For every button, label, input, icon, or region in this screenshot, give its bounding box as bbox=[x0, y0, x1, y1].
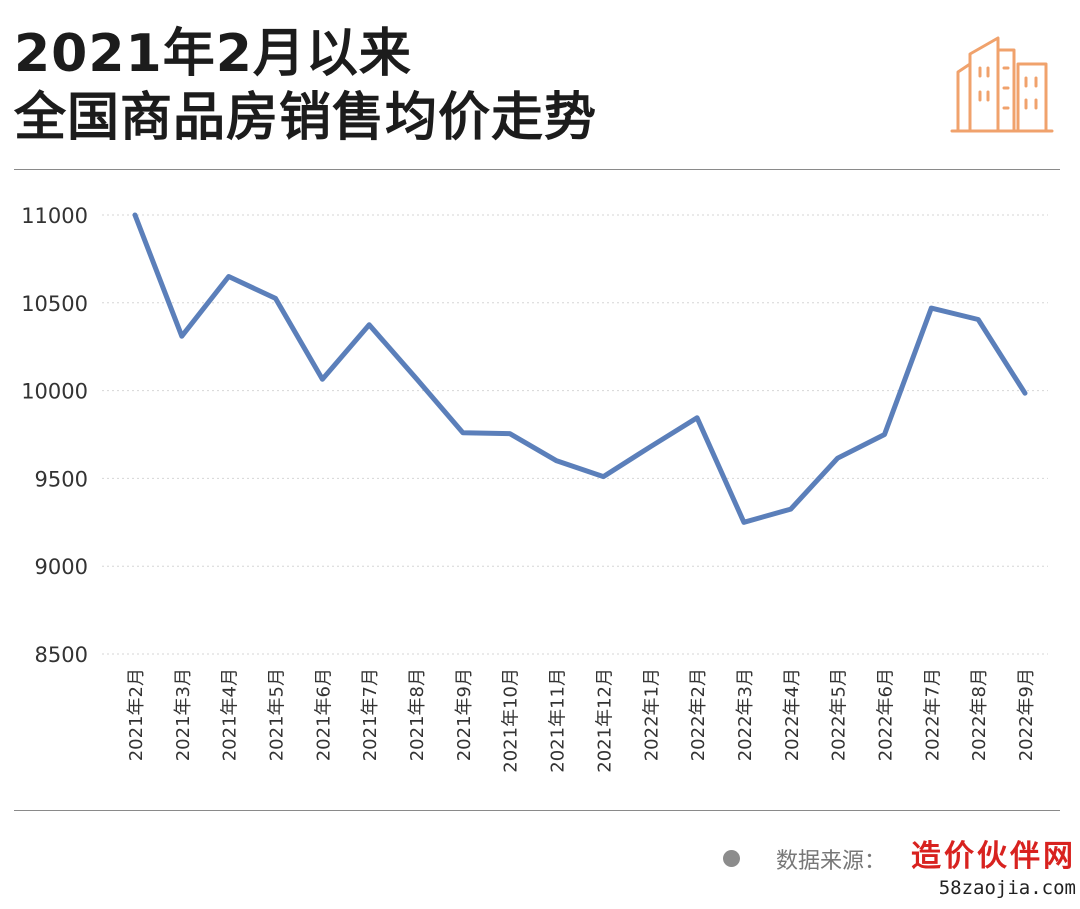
x-tick-label: 2022年4月 bbox=[782, 668, 803, 761]
x-tick-label: 2022年6月 bbox=[875, 668, 896, 761]
x-tick-label: 2021年3月 bbox=[173, 668, 194, 761]
series-line bbox=[132, 212, 1028, 525]
x-tick-label: 2022年9月 bbox=[1016, 668, 1037, 761]
site-watermark: 造价伙伴网 58zaojia.com bbox=[900, 838, 1076, 900]
x-tick-label: 2021年5月 bbox=[267, 668, 288, 761]
x-tick-label: 2022年8月 bbox=[969, 668, 990, 761]
y-tick-label: 10500 bbox=[21, 292, 88, 316]
x-tick-label: 2021年8月 bbox=[407, 668, 428, 761]
x-tick-label: 2021年7月 bbox=[360, 668, 381, 761]
source-label: 数据来源： bbox=[776, 849, 887, 874]
y-tick-label: 9000 bbox=[35, 555, 88, 579]
x-tick-label: 2021年2月 bbox=[126, 668, 147, 761]
y-tick-label: 9500 bbox=[35, 467, 88, 491]
y-tick-label: 8500 bbox=[35, 643, 88, 667]
source-bullet-icon bbox=[723, 850, 740, 867]
buildings-icon bbox=[950, 36, 1054, 133]
x-tick-label: 2021年9月 bbox=[454, 668, 475, 761]
title-line-1: 2021年2月以来 bbox=[14, 24, 412, 84]
x-tick-label: 2022年2月 bbox=[688, 668, 709, 761]
x-tick-label: 2022年7月 bbox=[922, 668, 943, 761]
footer-divider bbox=[14, 810, 1060, 811]
x-tick-label: 2021年6月 bbox=[313, 668, 334, 761]
x-tick-label: 2022年3月 bbox=[735, 668, 756, 761]
x-tick-label: 2022年5月 bbox=[829, 668, 850, 761]
title-line-2: 全国商品房销售均价走势 bbox=[14, 88, 598, 148]
x-tick-label: 2021年10月 bbox=[501, 668, 522, 773]
x-tick-label: 2021年11月 bbox=[548, 668, 569, 773]
watermark-name: 造价伙伴网 bbox=[911, 839, 1076, 874]
chart-title: 2021年2月以来 全国商品房销售均价走势 bbox=[14, 22, 597, 150]
x-tick-label: 2021年12月 bbox=[594, 668, 615, 773]
x-tick-label: 2022年1月 bbox=[641, 668, 662, 761]
x-tick-label: 2021年4月 bbox=[220, 668, 241, 761]
title-divider bbox=[14, 169, 1060, 170]
line-chart: 8500 9000 9500 10000 10500 11000 2021年2月 2021年3… bbox=[21, 204, 1048, 773]
y-tick-label: 10000 bbox=[21, 380, 88, 404]
watermark-url: 58zaojia.com bbox=[938, 877, 1076, 899]
y-tick-label: 11000 bbox=[21, 204, 88, 228]
